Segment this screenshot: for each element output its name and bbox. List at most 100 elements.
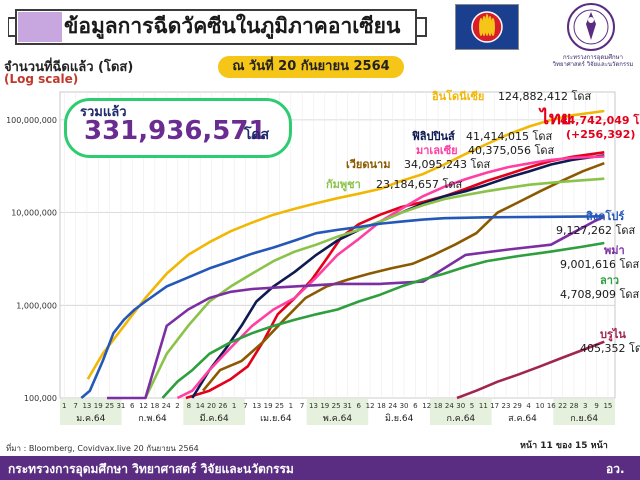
x-tick-label-top: 1 <box>289 402 293 410</box>
series-value-label: 9,127,262 โดส <box>556 223 636 237</box>
total-doses-unit: โดส <box>244 127 270 143</box>
series-line-สิงคโปร์ <box>80 215 605 399</box>
month-band <box>183 399 245 425</box>
syringe-title-banner <box>8 9 427 45</box>
x-tick-label-top: 1 <box>232 402 236 410</box>
series-line-ไทย <box>185 151 605 400</box>
series-name-label: สิงคโปร์ <box>586 209 625 223</box>
y-tick-label: 100,000 <box>24 394 57 403</box>
x-tick-label-top: 19 <box>320 402 329 410</box>
x-tick-label-top: 7 <box>300 402 304 410</box>
x-tick-label-top: 6 <box>413 402 418 410</box>
x-tick-label-top: 7 <box>73 402 77 410</box>
series-value-label: 23,184,657 โดส <box>376 177 463 191</box>
month-band <box>306 399 369 425</box>
series-name-label: อินโดนีเซีย <box>432 89 485 103</box>
footer-ministry: กระทรวงการอุดมศึกษา วิทยาศาสตร์ วิจัยและ… <box>8 462 294 476</box>
date-badge: ณ วันที่ 20 กันยายน 2564 <box>218 56 404 78</box>
x-tick-label-top: 12 <box>422 402 431 410</box>
x-tick-label-top: 7 <box>243 402 247 410</box>
month-label: มิ.ย.64 <box>385 413 414 424</box>
x-tick-label-top: 11 <box>479 402 488 410</box>
x-tick-label-top: 12 <box>366 402 375 410</box>
x-tick-label-top: 30 <box>456 402 465 410</box>
x-tick-label-top: 23 <box>502 402 511 410</box>
y-tick-label: 10,000,000 <box>11 209 57 218</box>
page-title: ข้อมูลการฉีดวัคซีนในภูมิภาคอาเซียน <box>64 14 401 38</box>
total-doses-value: 331,936,571 <box>84 116 267 146</box>
vaccination-line-chart: 100,0001,000,00010,000,000100,000,000171… <box>6 89 640 425</box>
x-tick-label-top: 19 <box>264 402 273 410</box>
series-name-label: กัมพูชา <box>326 178 361 192</box>
series-name-label: ไทย <box>538 107 571 129</box>
x-tick-label-top: 13 <box>82 402 91 410</box>
series-value-label: 34,095,243 โดส <box>404 157 491 171</box>
series-value-label: 4,708,909 โดส <box>560 287 640 301</box>
series-name-label: พม่า <box>604 244 625 257</box>
page-number: หน้า 11 ของ 15 หน้า <box>520 441 608 451</box>
x-tick-label-top: 12 <box>139 402 148 410</box>
series-value-label: 41,414,015 โดส <box>466 129 553 143</box>
y-axis-scale-note: (Log scale) <box>4 72 79 86</box>
series-line-พม่า <box>107 215 605 400</box>
month-band <box>553 399 615 425</box>
series-line-บรูไน <box>456 340 605 400</box>
month-label: ม.ค.64 <box>76 414 105 424</box>
x-tick-label-top: 31 <box>343 402 352 410</box>
month-band <box>245 399 307 425</box>
x-tick-label-top: 1 <box>62 402 66 410</box>
x-tick-label-top: 25 <box>332 402 341 410</box>
x-tick-label-top: 20 <box>207 402 216 410</box>
month-label: เม.ย.64 <box>260 414 292 424</box>
x-tick-label-top: 13 <box>309 402 318 410</box>
series-line-ลาว <box>161 241 605 399</box>
total-doses-label: รวมแล้ว <box>80 105 127 120</box>
series-name-label: ลาว <box>600 274 619 287</box>
x-tick-label-top: 3 <box>583 402 587 410</box>
x-tick-label-top: 18 <box>377 402 386 410</box>
x-tick-label-top: 16 <box>547 402 556 410</box>
x-tick-label-top: 19 <box>94 402 103 410</box>
month-band <box>60 399 122 425</box>
series-increase-label: (+256,392) <box>566 128 635 141</box>
month-band <box>491 399 554 425</box>
series-name-label: บรูไน <box>600 327 626 342</box>
x-tick-label-top: 2 <box>175 402 179 410</box>
x-tick-label-top: 9 <box>594 402 598 410</box>
x-tick-label-top: 13 <box>252 402 261 410</box>
x-tick-label-top: 4 <box>526 402 531 410</box>
month-label: ก.ค.64 <box>447 414 476 424</box>
series-value-label: 124,882,412 โดส <box>498 89 592 103</box>
x-tick-label-top: 10 <box>536 402 545 410</box>
x-tick-label-top: 6 <box>357 402 362 410</box>
y-tick-label: 100,000,000 <box>6 116 57 125</box>
x-tick-label-top: 29 <box>513 402 522 410</box>
x-tick-label-top: 18 <box>434 402 443 410</box>
x-tick-label-top: 24 <box>445 402 454 410</box>
series-name-label: มาเลเซีย <box>416 144 458 157</box>
y-axis-label: จำนวนที่ฉีดแล้ว (โดส) <box>4 60 134 75</box>
series-value-label: 44,742,049 โดส <box>560 113 640 127</box>
x-tick-label-top: 24 <box>388 402 397 410</box>
x-tick-label-top: 31 <box>116 402 125 410</box>
month-label: มี.ค.64 <box>200 413 229 424</box>
total-doses-box <box>64 98 292 158</box>
month-label: ส.ค.64 <box>508 414 537 424</box>
x-tick-label-top: 14 <box>196 402 205 410</box>
x-tick-label-top: 6 <box>130 402 135 410</box>
series-value-label: 9,001,616 โดส <box>560 257 640 271</box>
x-tick-label-top: 30 <box>400 402 409 410</box>
x-tick-label-top: 24 <box>162 402 171 410</box>
series-line-อินโดนีเซีย <box>86 109 605 380</box>
series-value-label: 405,352 โดส <box>580 341 640 355</box>
month-label: พ.ค.64 <box>323 414 352 424</box>
month-label: ก.ย.64 <box>570 414 598 424</box>
asean-flag-icon <box>455 4 519 50</box>
footer-bar <box>0 456 640 480</box>
x-tick-label-top: 22 <box>558 402 567 410</box>
series-name-label: ฟิลิปปินส์ <box>412 130 456 143</box>
source-note: ที่มา : Bloomberg, Covidvax.live 20 กันย… <box>6 444 199 453</box>
ministry-name-small: กระทรวงการอุดมศึกษา วิทยาศาสตร์ วิจัยและ… <box>552 54 634 68</box>
ministry-logo-icon <box>567 3 615 51</box>
x-tick-label-top: 17 <box>490 402 499 410</box>
